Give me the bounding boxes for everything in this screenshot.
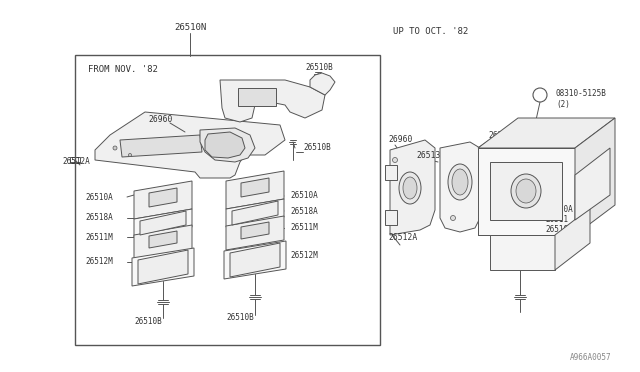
Text: FROM NOV. '82: FROM NOV. '82 [88, 65, 158, 74]
Bar [75, 55, 380, 345]
Text: (2): (2) [556, 99, 570, 109]
Polygon shape [440, 142, 480, 232]
Text: 26511M: 26511M [85, 232, 113, 241]
Text: 26512A: 26512A [62, 157, 90, 167]
Text: 26510N: 26510N [488, 131, 517, 141]
Text: 26518A: 26518A [290, 206, 317, 215]
Polygon shape [241, 178, 269, 197]
Polygon shape [232, 201, 278, 225]
Bar [385, 165, 397, 180]
Ellipse shape [533, 88, 547, 102]
Text: 26518A: 26518A [85, 214, 113, 222]
Text: 26513: 26513 [416, 151, 440, 160]
Text: 26512M: 26512M [85, 257, 113, 266]
Ellipse shape [392, 157, 397, 163]
Polygon shape [95, 112, 285, 178]
Polygon shape [140, 211, 186, 235]
Text: 26510A: 26510A [545, 205, 573, 215]
Polygon shape [310, 73, 335, 95]
Ellipse shape [403, 177, 417, 199]
Bar [385, 210, 397, 225]
Text: 26510A: 26510A [85, 193, 113, 202]
Text: 26510B: 26510B [305, 64, 333, 73]
Text: A966A0057: A966A0057 [570, 353, 612, 362]
Bar [490, 162, 562, 220]
Ellipse shape [129, 154, 131, 157]
Polygon shape [138, 250, 188, 284]
Ellipse shape [448, 164, 472, 200]
Polygon shape [134, 209, 192, 237]
Text: UP TO OCT. '82: UP TO OCT. '82 [393, 28, 468, 36]
Text: 26510B: 26510B [545, 225, 573, 234]
Text: 26510B: 26510B [303, 144, 331, 153]
Polygon shape [575, 118, 615, 235]
Bar [70, 157, 80, 163]
Polygon shape [226, 171, 284, 209]
Ellipse shape [451, 215, 456, 221]
Text: 26511M: 26511M [290, 224, 317, 232]
Bar [238, 88, 276, 106]
Polygon shape [200, 128, 255, 162]
Polygon shape [478, 148, 575, 235]
Text: 26512M: 26512M [290, 250, 317, 260]
Polygon shape [149, 231, 177, 248]
Polygon shape [390, 140, 435, 235]
Polygon shape [220, 80, 325, 122]
Text: 26960: 26960 [148, 115, 172, 125]
Polygon shape [478, 118, 615, 148]
Text: 26510B: 26510B [134, 317, 162, 327]
Polygon shape [132, 248, 194, 286]
Polygon shape [226, 216, 284, 250]
Polygon shape [120, 135, 202, 157]
Text: 26510A: 26510A [290, 192, 317, 201]
Text: S: S [538, 90, 542, 99]
Polygon shape [205, 132, 245, 158]
Text: 26512A: 26512A [388, 234, 417, 243]
Polygon shape [226, 199, 284, 227]
Ellipse shape [113, 146, 117, 150]
Polygon shape [555, 208, 590, 270]
Ellipse shape [399, 172, 421, 204]
Polygon shape [490, 235, 555, 270]
Text: 26510N: 26510N [174, 22, 206, 32]
Polygon shape [134, 181, 192, 219]
Ellipse shape [511, 174, 541, 208]
Text: 26510B: 26510B [226, 314, 254, 323]
Text: 26960: 26960 [388, 135, 412, 144]
Polygon shape [241, 222, 269, 239]
Polygon shape [224, 241, 286, 279]
Ellipse shape [392, 215, 397, 221]
Polygon shape [230, 243, 280, 277]
Ellipse shape [452, 169, 468, 195]
Polygon shape [149, 188, 177, 207]
Ellipse shape [516, 179, 536, 203]
Polygon shape [134, 225, 192, 259]
Polygon shape [575, 148, 610, 220]
Text: 08310-5125B: 08310-5125B [556, 90, 607, 99]
Text: 26511: 26511 [545, 215, 568, 224]
